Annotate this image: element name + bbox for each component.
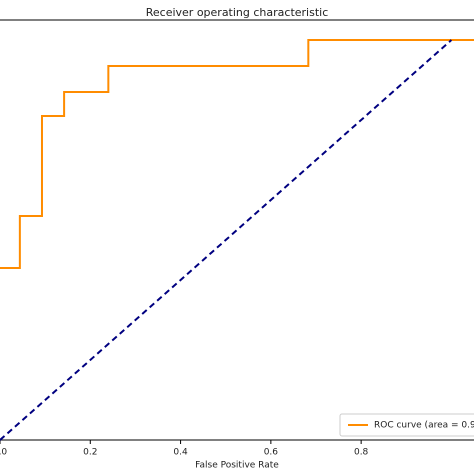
legend-box — [339, 413, 474, 437]
x-tick-label: 0.6 — [264, 448, 279, 458]
line-series — [0, 39, 474, 269]
legend-label: ROC curve (area = 0.9 — [374, 421, 474, 431]
x-tick-label: 0.8 — [354, 448, 369, 458]
line-series — [0, 39, 453, 441]
x-tick-label: 0.0 — [0, 448, 7, 458]
x-axis-label: False Positive Rate — [195, 461, 279, 471]
chart-title: Receiver operating characteristic — [146, 6, 329, 19]
x-tick-label: 0.2 — [83, 448, 97, 458]
x-tick-label: 0.4 — [173, 448, 188, 458]
